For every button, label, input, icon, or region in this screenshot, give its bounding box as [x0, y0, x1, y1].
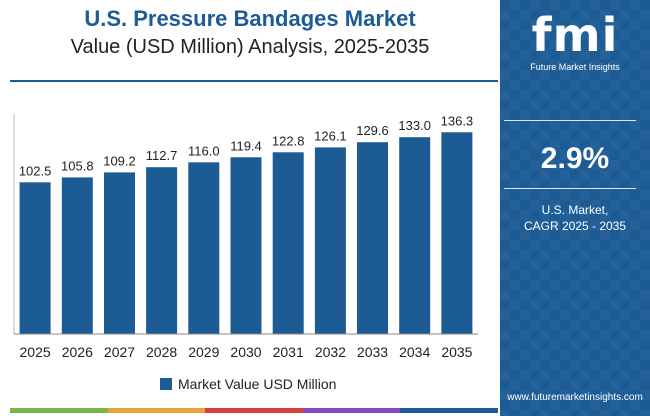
chart-legend: Market Value USD Million — [160, 376, 336, 392]
bar-2030 — [230, 157, 262, 334]
x-tick-2035: 2035 — [441, 344, 472, 360]
x-tick-2026: 2026 — [62, 344, 93, 360]
data-label-2034: 133.0 — [398, 118, 431, 133]
data-label-2031: 122.8 — [272, 133, 305, 148]
legend-swatch — [160, 378, 172, 390]
bar-2027 — [104, 172, 135, 334]
bar-2031 — [272, 152, 304, 334]
fmi-logo: fmi Future Market Insights — [516, 10, 634, 80]
data-label-2033: 129.6 — [356, 123, 389, 138]
legend-label: Market Value USD Million — [178, 376, 337, 392]
x-tick-2025: 2025 — [20, 344, 51, 360]
strip-segment — [400, 408, 498, 413]
panel-divider-top — [504, 120, 636, 121]
data-label-2025: 102.5 — [19, 163, 52, 178]
logo-text: fmi — [531, 8, 619, 62]
data-label-2027: 109.2 — [103, 153, 136, 168]
bar-2035 — [441, 132, 473, 334]
bar-2034 — [399, 137, 431, 334]
bar-2025 — [19, 182, 51, 334]
x-tick-2027: 2027 — [104, 344, 135, 360]
chart-subtitle: Value (USD Million) Analysis, 2025-2035 — [70, 36, 430, 58]
cagr-label-line1: U.S. Market, — [541, 203, 609, 217]
bar-2033 — [357, 142, 388, 334]
data-label-2035: 136.3 — [441, 113, 474, 128]
data-label-2032: 126.1 — [314, 128, 347, 143]
strip-segment — [205, 408, 303, 413]
x-tick-2028: 2028 — [146, 344, 177, 360]
strip-segment — [10, 408, 108, 413]
strip-segment — [107, 408, 206, 413]
bar-2032 — [314, 147, 346, 334]
bar-chart: 102.5 2025 105.8 2026 109.2 2027 112.7 2028 116.… — [13, 113, 478, 360]
x-tick-2032: 2032 — [315, 344, 346, 360]
data-label-2026: 105.8 — [61, 158, 94, 173]
website-link[interactable]: www.futuremarketinsights.com — [507, 392, 643, 403]
cagr-label-line2: CAGR 2025 - 2035 — [523, 219, 627, 233]
cagr-label: U.S. Market, CAGR 2025 - 2035 — [500, 202, 650, 234]
data-label-2030: 119.4 — [230, 138, 262, 153]
data-label-2028: 112.7 — [146, 148, 178, 163]
bottom-color-strip — [10, 408, 498, 413]
bar-2026 — [61, 177, 93, 334]
x-tick-2034: 2034 — [399, 344, 430, 360]
title-divider — [10, 80, 498, 82]
logo-subtext: Future Market Insights — [530, 62, 620, 72]
strip-segment — [302, 408, 401, 413]
panel-divider-bottom — [504, 188, 636, 189]
side-panel: fmi Future Market Insights 2.9% U.S. Mar… — [500, 0, 650, 416]
x-tick-2030: 2030 — [230, 344, 261, 360]
x-tick-2033: 2033 — [357, 344, 388, 360]
bar-2029 — [188, 162, 220, 334]
cagr-value: 2.9% — [540, 142, 610, 175]
chart-title: U.S. Pressure Bandages Market — [84, 6, 416, 31]
data-label-2029: 116.0 — [188, 143, 220, 158]
bar-2028 — [146, 167, 178, 334]
x-tick-2029: 2029 — [188, 344, 219, 360]
x-tick-2031: 2031 — [273, 344, 304, 360]
